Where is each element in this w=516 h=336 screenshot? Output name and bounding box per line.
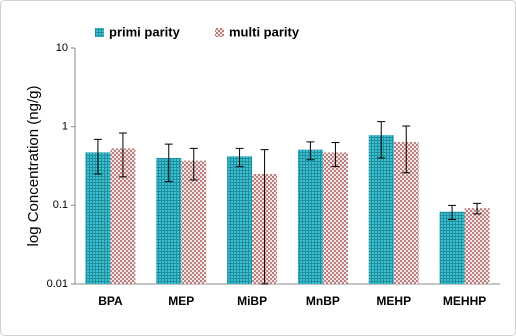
x-tick-label: MEHP [376, 294, 411, 308]
bar [439, 211, 465, 284]
error-bar [473, 202, 482, 215]
bar [181, 160, 207, 284]
error-bar [331, 141, 340, 168]
x-tick-label: BPA [98, 294, 123, 308]
x-tick-label: MEP [168, 294, 194, 308]
y-axis-label: log Concentration (ng/g) [25, 86, 42, 247]
error-bar [118, 132, 127, 178]
bar [227, 156, 253, 284]
legend-swatch [215, 28, 224, 37]
error-bar [260, 149, 269, 285]
bar [368, 135, 394, 284]
y-tick-label: 0.1 [53, 199, 68, 211]
error-bar [377, 121, 386, 159]
y-tick-label: 0.01 [47, 278, 68, 290]
legend-label: primi parity [109, 24, 181, 39]
legend-label: multi parity [229, 24, 300, 39]
legend-swatch [95, 28, 104, 37]
error-bar [448, 204, 457, 221]
bar [297, 149, 323, 284]
error-bar [164, 143, 173, 183]
error-bar [402, 125, 411, 174]
y-tick-label: 1 [62, 121, 68, 133]
y-tick-label: 10 [56, 42, 68, 54]
bar [322, 152, 348, 284]
bar [464, 208, 490, 284]
x-tick-label: MnBP [306, 294, 340, 308]
error-bar [93, 138, 102, 175]
error-bar [189, 147, 198, 181]
error-bar [306, 141, 315, 161]
x-tick-label: MEHHP [443, 294, 486, 308]
error-bar [235, 147, 244, 168]
x-tick-label: MiBP [237, 294, 267, 308]
